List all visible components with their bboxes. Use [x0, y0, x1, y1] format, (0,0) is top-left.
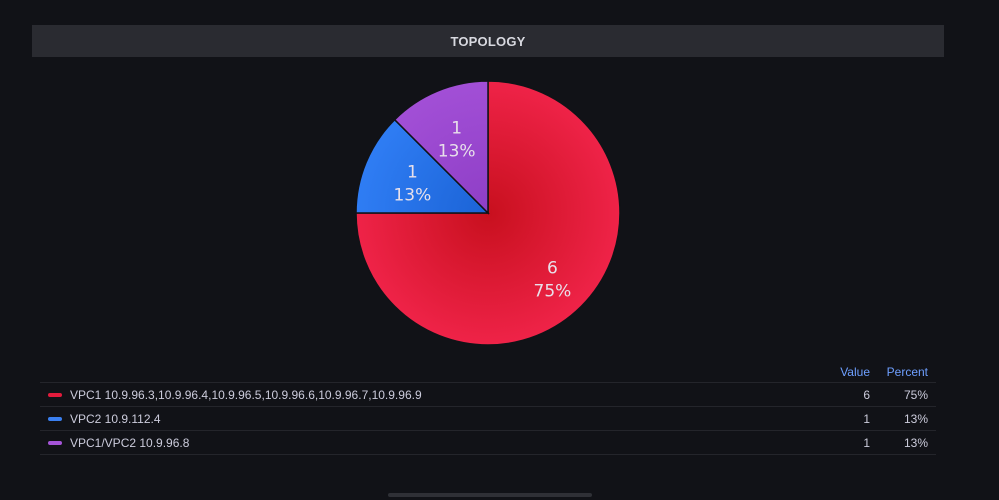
pie-slice[interactable]: [355, 118, 490, 214]
horizontal-scrollbar[interactable]: [388, 493, 592, 497]
legend-series-name: VPC1/VPC2 10.9.96.8: [70, 435, 190, 450]
legend-item[interactable]: VPC1 10.9.96.3,10.9.96.4,10.9.96.5,10.9.…: [40, 382, 936, 406]
legend-series-value: 6: [863, 387, 870, 402]
panel-title: TOPOLOGY: [450, 33, 526, 49]
legend-item[interactable]: VPC1/VPC2 10.9.96.8 1 13%: [40, 430, 936, 455]
chart-legend: Value Percent VPC1 10.9.96.3,10.9.96.4,1…: [40, 362, 936, 455]
slice-percent-label: 75%: [534, 281, 572, 301]
pie-slices: [355, 80, 621, 346]
legend-series-value: 1: [863, 435, 870, 450]
legend-swatch: [48, 392, 62, 397]
legend-header: Value Percent: [40, 362, 936, 382]
legend-series-name: VPC1 10.9.96.3,10.9.96.4,10.9.96.5,10.9.…: [70, 387, 422, 402]
panel-header[interactable]: TOPOLOGY: [32, 25, 944, 57]
legend-swatch: [48, 416, 62, 421]
legend-series-percent: 13%: [903, 435, 928, 450]
legend-series-percent: 13%: [903, 411, 928, 426]
slice-percent-label: 13%: [393, 186, 431, 206]
slice-value-label: 6: [547, 258, 558, 278]
slice-value-label: 1: [451, 118, 462, 138]
legend-series-percent: 75%: [903, 387, 928, 402]
slice-percent-label: 13%: [438, 141, 476, 161]
legend-swatch: [48, 440, 62, 445]
slice-value-label: 1: [407, 163, 418, 183]
pie-slice[interactable]: [355, 80, 621, 346]
pie-slice[interactable]: [393, 80, 489, 215]
pie-labels: 6 75% 1 13% 1 13%: [393, 118, 571, 301]
legend-item[interactable]: VPC2 10.9.112.4 1 13%: [40, 406, 936, 430]
legend-series-name: VPC2 10.9.112.4: [70, 411, 161, 426]
pie-chart: 6 75% 1 13% 1 13%: [355, 80, 621, 346]
topology-panel: TOPOLOGY 6 75% 1 13% 1 13%: [32, 25, 944, 485]
legend-series-value: 1: [863, 411, 870, 426]
legend-percent-header[interactable]: Percent: [886, 365, 928, 379]
legend-value-header[interactable]: Value: [840, 365, 870, 379]
